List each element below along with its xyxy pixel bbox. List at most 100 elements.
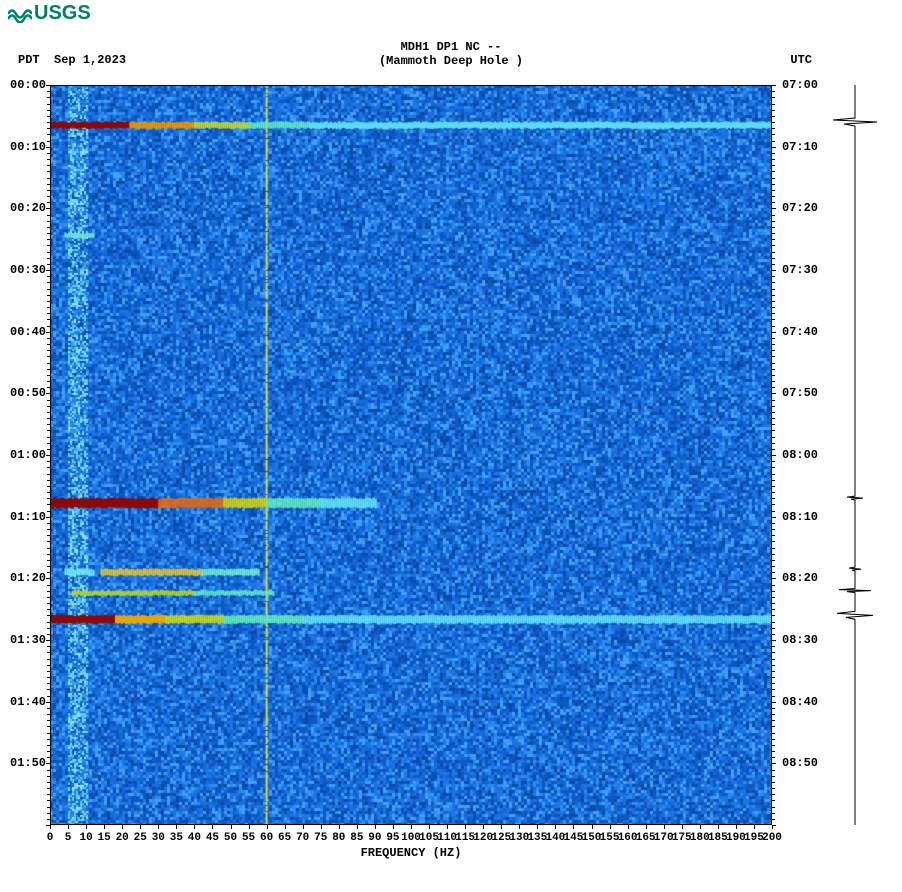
left-y-tick <box>46 147 50 148</box>
right-y-tick <box>772 424 775 425</box>
right-y-tick <box>772 116 775 117</box>
right-y-tick <box>772 776 775 777</box>
right-y-tick <box>772 474 775 475</box>
left-y-tick <box>47 319 50 320</box>
right-y-label: 08:30 <box>782 633 818 647</box>
left-y-tick <box>47 529 50 530</box>
left-y-tick <box>47 190 50 191</box>
tz-left-label: PDT <box>18 53 40 67</box>
left-y-tick <box>46 270 50 271</box>
x-tick <box>122 825 123 829</box>
x-tick-label: 180 <box>690 832 710 844</box>
right-y-tick <box>772 171 775 172</box>
right-y-tick <box>772 554 775 555</box>
date-label: Sep 1,2023 <box>54 53 126 67</box>
left-y-tick <box>47 474 50 475</box>
right-y-tick <box>772 751 775 752</box>
left-y-label: 00:20 <box>10 201 46 215</box>
right-y-tick <box>772 159 775 160</box>
left-y-tick <box>47 504 50 505</box>
right-y-tick <box>772 615 775 616</box>
x-tick <box>176 825 177 829</box>
right-y-tick <box>772 122 775 123</box>
x-tick <box>68 825 69 829</box>
right-y-tick <box>772 295 775 296</box>
x-tick <box>664 825 665 829</box>
x-tick <box>249 825 250 829</box>
left-y-tick <box>46 455 50 456</box>
right-y-tick <box>772 363 775 364</box>
x-tick-label: 175 <box>672 832 692 844</box>
right-y-tick <box>772 782 775 783</box>
x-tick <box>267 825 268 829</box>
right-y-tick <box>772 97 775 98</box>
right-y-tick <box>772 677 775 678</box>
left-y-tick <box>47 412 50 413</box>
left-y-tick <box>47 689 50 690</box>
x-tick-label: 110 <box>437 832 457 844</box>
left-y-tick <box>47 264 50 265</box>
x-tick <box>628 825 629 829</box>
left-y-tick <box>47 739 50 740</box>
left-y-tick <box>47 363 50 364</box>
x-tick-label: 190 <box>726 832 746 844</box>
usgs-wave-icon <box>8 5 32 23</box>
right-y-tick <box>772 202 775 203</box>
left-y-tick <box>47 511 50 512</box>
x-tick <box>718 825 719 829</box>
x-tick <box>483 825 484 829</box>
left-y-tick <box>47 159 50 160</box>
right-y-tick <box>772 289 775 290</box>
right-y-tick <box>772 153 775 154</box>
right-y-tick <box>772 301 775 302</box>
left-y-tick <box>47 233 50 234</box>
x-tick-label: 35 <box>170 832 183 844</box>
right-y-tick <box>772 622 775 623</box>
right-y-tick <box>772 461 775 462</box>
right-y-tick <box>772 486 775 487</box>
right-y-tick <box>772 745 775 746</box>
left-y-tick <box>47 720 50 721</box>
x-tick-label: 90 <box>368 832 381 844</box>
right-y-tick <box>772 529 775 530</box>
left-y-tick <box>47 338 50 339</box>
x-tick-label: 30 <box>152 832 165 844</box>
right-y-tick <box>772 443 775 444</box>
x-tick <box>104 825 105 829</box>
left-y-tick <box>46 208 50 209</box>
left-y-tick <box>47 313 50 314</box>
right-y-tick <box>772 646 775 647</box>
x-tick <box>411 825 412 829</box>
left-y-tick <box>47 295 50 296</box>
left-y-tick <box>47 535 50 536</box>
right-y-tick <box>772 319 775 320</box>
right-y-tick <box>772 541 775 542</box>
right-y-tick <box>772 480 775 481</box>
right-y-tick <box>772 683 775 684</box>
right-y-tick <box>772 825 776 826</box>
x-tick <box>700 825 701 829</box>
right-y-tick <box>772 375 775 376</box>
x-tick-label: 85 <box>350 832 363 844</box>
left-y-tick <box>47 819 50 820</box>
right-y-tick <box>772 628 775 629</box>
right-y-tick <box>772 134 775 135</box>
x-tick-label: 0 <box>47 832 54 844</box>
x-tick-label: 105 <box>419 832 439 844</box>
left-y-tick <box>47 227 50 228</box>
x-tick-label: 15 <box>98 832 111 844</box>
left-y-tick <box>46 825 50 826</box>
right-y-tick <box>772 720 775 721</box>
x-tick-label: 155 <box>600 832 620 844</box>
left-y-tick <box>47 430 50 431</box>
left-y-tick <box>47 683 50 684</box>
right-y-tick <box>772 307 775 308</box>
right-y-tick <box>772 511 775 512</box>
left-y-tick <box>47 375 50 376</box>
x-tick <box>610 825 611 829</box>
left-y-tick <box>47 350 50 351</box>
left-y-tick <box>47 634 50 635</box>
x-tick <box>303 825 304 829</box>
right-y-tick <box>772 430 775 431</box>
left-y-tick <box>47 184 50 185</box>
